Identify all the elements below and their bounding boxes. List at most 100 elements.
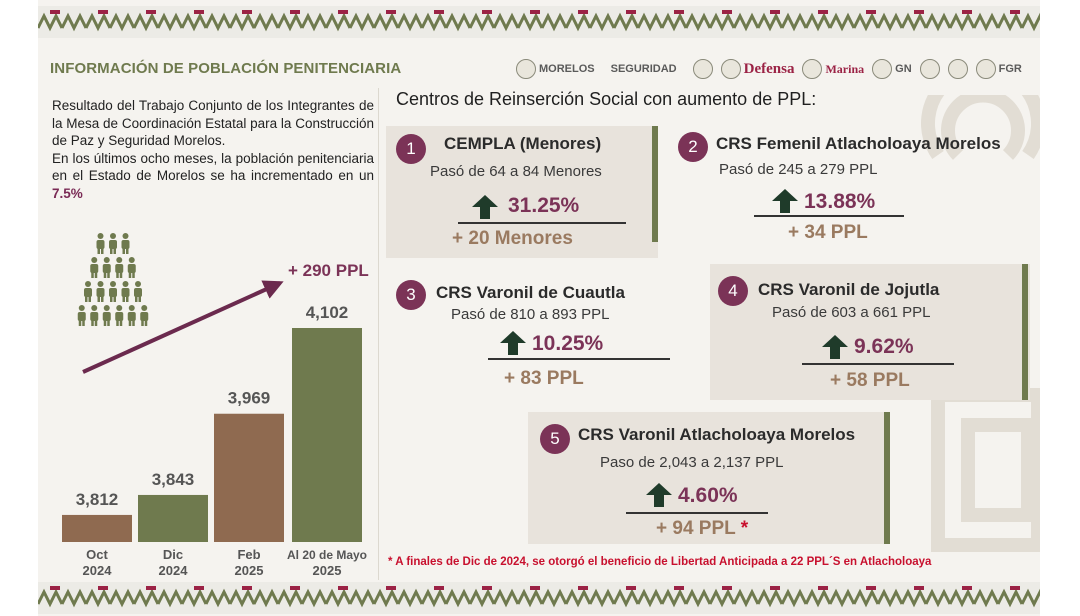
band-accent	[434, 586, 444, 590]
band-accent	[146, 10, 156, 14]
band-accent	[482, 10, 492, 14]
person-icon	[90, 305, 99, 326]
crs-card-2: 2 CRS Femenil Atlacholoaya Morelos Pasó …	[678, 126, 1040, 248]
card-percent: 31.25%	[508, 194, 580, 217]
trend-annotation: + 290 PPL	[288, 261, 369, 280]
page-title: INFORMACIÓN DE POBLACIÓN PENITENCIARIA	[50, 60, 402, 77]
person-icon	[77, 305, 86, 326]
column-divider	[378, 88, 379, 580]
arrow-up-icon	[772, 189, 798, 213]
card-percent: 9.62%	[854, 335, 914, 358]
person-icon	[96, 281, 105, 302]
bar-value-label: 3,843	[152, 470, 195, 489]
eagle-seal-icon	[720, 59, 741, 79]
shield-logo	[692, 59, 713, 79]
card-title: CRS Varonil de Cuautla	[436, 283, 625, 302]
band-accent	[50, 10, 60, 14]
arrow-up-icon	[472, 195, 498, 219]
person-icon	[121, 233, 130, 254]
band-accent	[722, 10, 732, 14]
seguridad-logo: SEGURIDAD	[611, 63, 677, 75]
card-delta: + 20 Menores	[452, 228, 573, 249]
band-accent	[482, 586, 492, 590]
logo-label: GN	[895, 63, 912, 75]
band-zigzag	[38, 12, 1040, 32]
person-icon	[134, 281, 142, 302]
band-accent	[338, 10, 348, 14]
card-subtitle: Pasó de 64 a 84 Menores	[430, 163, 602, 180]
band-accent	[194, 586, 204, 590]
band-accent	[530, 10, 540, 14]
intro-paragraph-1: Resultado del Trabajo Conjunto de los In…	[52, 98, 374, 148]
anchor-seal-icon	[802, 59, 823, 79]
fgr-seal-icon	[975, 59, 996, 79]
card-delta: + 83 PPL	[504, 368, 584, 389]
card-percent: 4.60%	[678, 484, 738, 507]
marina-logo: Marina	[802, 59, 864, 79]
bar-chart-svg: 3,812Oct20243,843Dic20243,969Feb20254,10…	[62, 261, 369, 578]
band-accent	[866, 586, 876, 590]
card-accent-bar	[1022, 264, 1028, 400]
category-label: 2025	[235, 563, 264, 578]
band-accent	[626, 586, 636, 590]
band-accent	[194, 10, 204, 14]
arrow-up-icon	[500, 331, 526, 355]
band-accent	[866, 10, 876, 14]
person-icon	[127, 305, 136, 326]
card-title: CRS Varonil Atlacholoaya Morelos	[578, 425, 856, 444]
card-number-badge: 2	[678, 132, 708, 162]
band-accent	[338, 586, 348, 590]
card-accent-bar	[884, 412, 890, 544]
card-number-badge: 1	[396, 134, 426, 164]
band-accent	[722, 586, 732, 590]
card-delta-text: + 94 PPL	[656, 518, 736, 539]
card-title: CRS Femenil Atlacholoaya Morelos	[716, 134, 1001, 153]
band-accent	[530, 586, 540, 590]
slide: INFORMACIÓN DE POBLACIÓN PENITENCIARIA M…	[38, 0, 1040, 616]
logo-label: FGR	[998, 63, 1022, 75]
shield-icon	[692, 59, 713, 79]
band-accent	[626, 10, 636, 14]
band-accent	[914, 10, 924, 14]
crs-card-1: 1 CEMPLA (Menores) Pasó de 64 a 84 Menor…	[386, 126, 658, 258]
category-label: 2024	[159, 563, 189, 578]
person-icon	[109, 281, 117, 302]
card-divider	[488, 358, 670, 360]
morelos-seal-icon	[516, 59, 536, 79]
card-title: CRS Varonil de Jojutla	[758, 280, 940, 299]
category-label: Oct	[86, 547, 108, 562]
card-delta: + 34 PPL	[788, 222, 868, 243]
person-icon	[102, 257, 111, 278]
gn-logo: GN	[872, 59, 912, 79]
band-accent	[98, 586, 108, 590]
population-bar-chart: 3,812 Oct 2024 3,843 Dic 2024 3,969 Feb 2025 4,10…	[38, 250, 383, 585]
band-accent	[962, 586, 972, 590]
emblem-icon	[919, 59, 940, 79]
fgr-logo: FGR	[975, 59, 1022, 79]
logo-label: Marina	[825, 61, 865, 76]
crs-card-5: 5 CRS Varonil Atlacholoaya Morelos Paso …	[528, 412, 890, 544]
band-accent	[242, 10, 252, 14]
category-label: Dic	[163, 547, 183, 562]
bar-1	[138, 494, 208, 542]
logo-label: SEGURIDAD	[610, 63, 677, 75]
police-logo	[947, 59, 968, 79]
card-divider	[802, 363, 954, 365]
footnote-marker: *	[740, 518, 749, 539]
crs-card-4: 4 CRS Varonil de Jojutla Pasó de 603 a 6…	[710, 264, 1030, 400]
footnote: * A finales de Dic de 2024, se otorgó el…	[388, 556, 932, 568]
card-number-badge: 5	[540, 424, 570, 454]
arrow-up-icon	[646, 483, 672, 507]
police-badge-icon	[947, 59, 968, 79]
card-subtitle: Pasó de 245 a 279 PPL	[719, 161, 878, 178]
logo-label: Defensa	[743, 60, 795, 77]
card-title: CEMPLA (Menores)	[444, 134, 602, 153]
band-accent	[770, 10, 780, 14]
category-label: 2024	[83, 563, 113, 578]
increase-highlight: 7.5%	[52, 185, 83, 201]
person-icon	[109, 233, 117, 254]
band-accent	[290, 10, 300, 14]
band-accent	[386, 586, 396, 590]
defensa-logo: Defensa	[720, 59, 795, 79]
person-icon	[121, 281, 130, 302]
